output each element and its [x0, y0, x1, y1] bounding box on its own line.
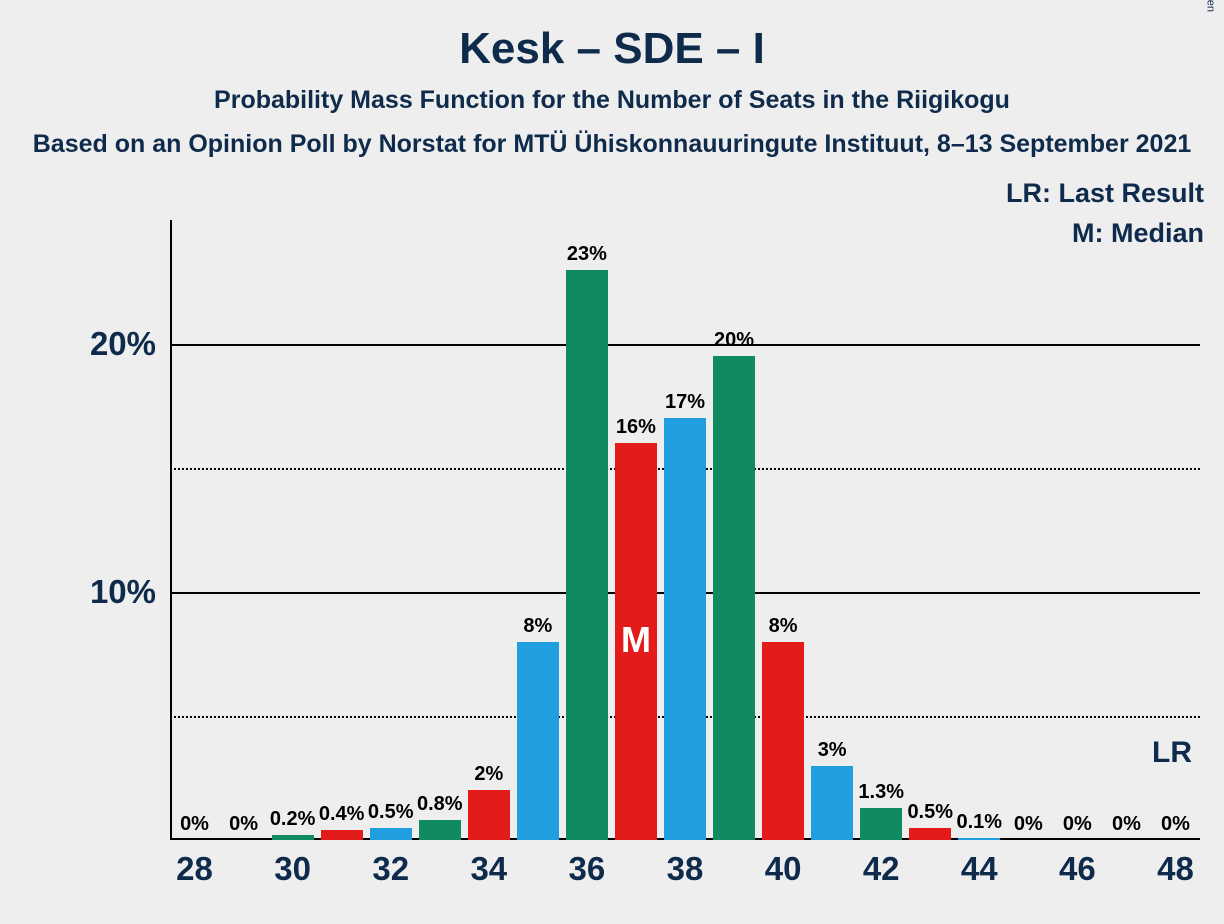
chart-plot-area: 10%20%28303234363840424446480%0%0.2%0.4%…	[170, 220, 1200, 840]
x-tick-label: 36	[569, 840, 606, 888]
bar	[860, 808, 902, 840]
bar	[419, 820, 461, 840]
bar	[909, 828, 951, 840]
bar-value-label: 0%	[1063, 813, 1092, 836]
bar	[272, 835, 314, 840]
bar-value-label: 20%	[714, 329, 754, 352]
bar-value-label: 3%	[818, 739, 847, 762]
bar	[762, 642, 804, 840]
y-tick-label: 20%	[90, 325, 170, 363]
y-axis	[170, 220, 172, 840]
median-marker: M	[621, 619, 651, 661]
bar-value-label: 8%	[769, 615, 798, 638]
x-tick-label: 38	[667, 840, 704, 888]
chart-title: Kesk – SDE – I	[0, 24, 1224, 74]
x-tick-label: 42	[863, 840, 900, 888]
bar-value-label: 0%	[229, 813, 258, 836]
bar-value-label: 0%	[1161, 813, 1190, 836]
bar	[713, 356, 755, 840]
x-tick-label: 30	[274, 840, 311, 888]
bar	[664, 418, 706, 840]
bar-value-label: 0.8%	[417, 793, 463, 816]
x-tick-label: 46	[1059, 840, 1096, 888]
bar	[321, 830, 363, 840]
copyright-text: © 2021 Filip van Laenen	[1204, 0, 1216, 12]
y-tick-label: 10%	[90, 573, 170, 611]
bar	[811, 766, 853, 840]
bar-value-label: 0.2%	[270, 808, 316, 831]
chart-subtitle-1: Probability Mass Function for the Number…	[0, 86, 1224, 115]
bar-value-label: 0%	[180, 813, 209, 836]
x-tick-label: 48	[1157, 840, 1194, 888]
bar-value-label: 2%	[474, 763, 503, 786]
gridline-major	[170, 344, 1200, 346]
bar	[370, 828, 412, 840]
x-tick-label: 40	[765, 840, 802, 888]
last-result-label: LR	[1152, 736, 1192, 770]
bar-value-label: 0.1%	[956, 811, 1002, 834]
bar-value-label: 0.4%	[319, 803, 365, 826]
bar-value-label: 23%	[567, 243, 607, 266]
x-tick-label: 28	[176, 840, 213, 888]
legend-lr: LR: Last Result	[1006, 178, 1204, 209]
chart-subtitle-2: Based on an Opinion Poll by Norstat for …	[0, 130, 1224, 159]
bar-value-label: 0.5%	[368, 801, 414, 824]
bar-value-label: 0%	[1014, 813, 1043, 836]
x-tick-label: 34	[470, 840, 507, 888]
x-tick-label: 32	[372, 840, 409, 888]
bar	[958, 838, 1000, 840]
bar-value-label: 0%	[1112, 813, 1141, 836]
bar-value-label: 8%	[523, 615, 552, 638]
bar-value-label: 17%	[665, 391, 705, 414]
bar	[566, 270, 608, 840]
bar	[517, 642, 559, 840]
bar-value-label: 16%	[616, 416, 656, 439]
x-tick-label: 44	[961, 840, 998, 888]
bar-value-label: 0.5%	[907, 801, 953, 824]
bar-value-label: 1.3%	[858, 781, 904, 804]
bar	[468, 790, 510, 840]
